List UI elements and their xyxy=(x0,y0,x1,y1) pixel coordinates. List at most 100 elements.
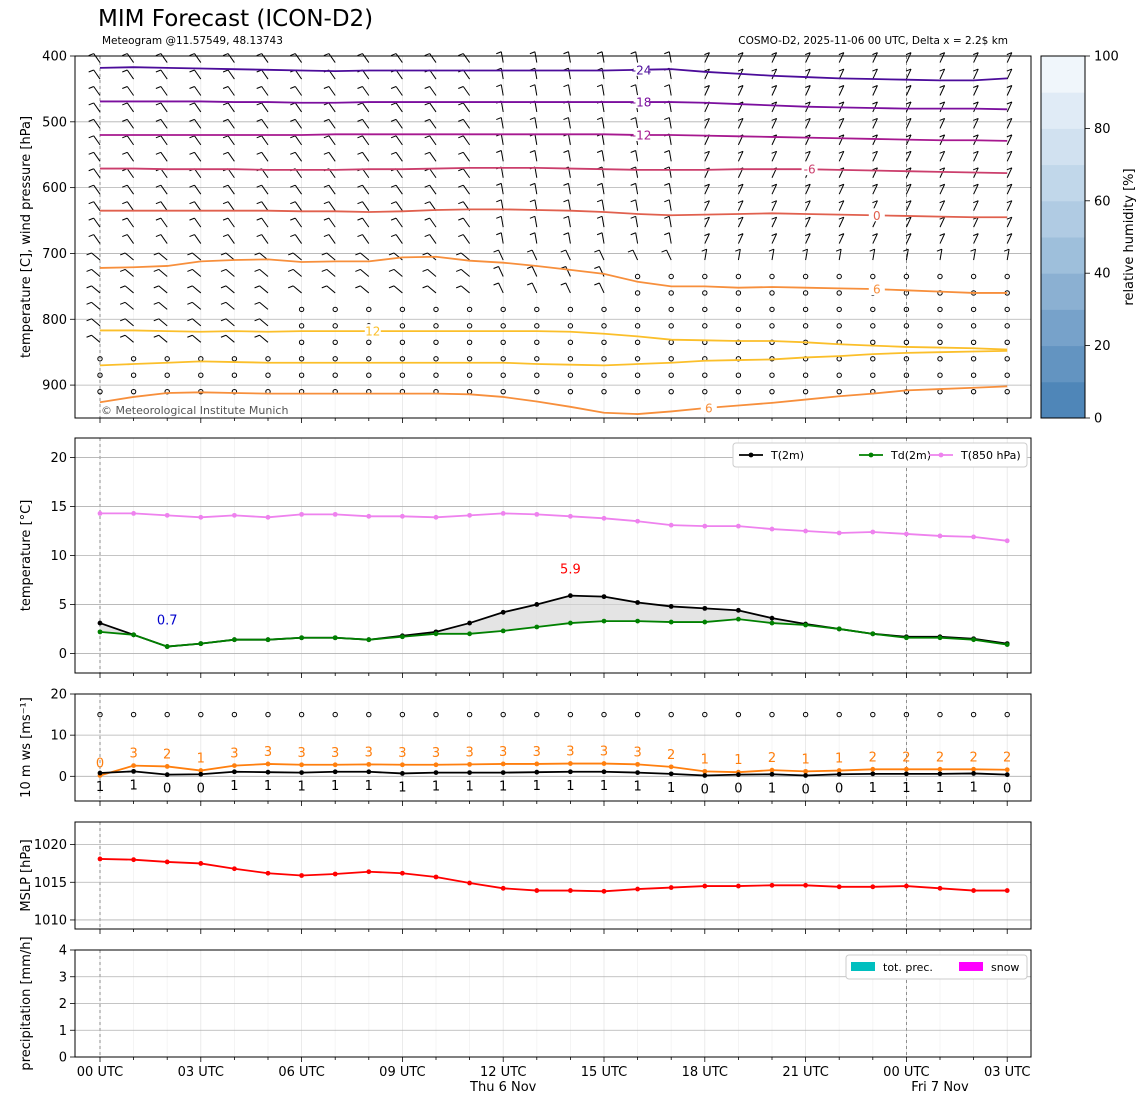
wind-barb xyxy=(259,334,269,343)
mslp-point xyxy=(803,882,808,888)
profile-ytick-label: 900 xyxy=(42,379,67,394)
wind-barb-flag xyxy=(872,167,878,171)
wind-barb-flag xyxy=(529,215,536,219)
wind-barb xyxy=(838,216,845,228)
wind-gust-point xyxy=(332,762,338,768)
wind-barb xyxy=(360,269,370,277)
wind-calm-marker xyxy=(769,372,775,378)
wind-barb-flag xyxy=(390,53,397,57)
wind-barb xyxy=(668,84,672,96)
wind-barb xyxy=(429,119,437,129)
wind-barb xyxy=(737,233,744,244)
wind-barb-flag xyxy=(220,334,227,338)
wind-barb-flag xyxy=(189,151,195,155)
wind-barb-flag xyxy=(939,52,945,56)
wind-calm-marker xyxy=(500,339,506,346)
wind-barb xyxy=(158,252,168,261)
wind-barb-flag xyxy=(88,217,94,221)
wind-barb-flag xyxy=(973,134,979,138)
x-tick-label: 21 UTC xyxy=(782,1065,828,1080)
wind-barb xyxy=(460,252,470,261)
wind-calm-marker xyxy=(298,372,305,378)
legend-entry: T(850 hPa) xyxy=(960,449,1021,462)
wind-barb-flag xyxy=(458,53,464,57)
wind-barb xyxy=(261,69,269,80)
precipitation-frame xyxy=(74,949,1032,1058)
mean-wind-value-label: 1 xyxy=(566,779,574,794)
series-t2m-point xyxy=(534,602,540,607)
wind-barb xyxy=(565,249,571,261)
series-td2m-point xyxy=(836,626,842,632)
wind-barb xyxy=(261,184,269,195)
wind-barb xyxy=(872,118,878,129)
wind-barb xyxy=(462,69,471,80)
wind-barb-flag xyxy=(496,182,502,186)
wind-barb xyxy=(939,118,946,129)
mslp-point xyxy=(265,870,271,876)
series-td2m-point xyxy=(198,641,204,647)
wind-mean-point xyxy=(668,771,674,777)
wind-barb xyxy=(93,217,101,228)
wind-barb-flag xyxy=(390,234,397,238)
wind-barb-flag xyxy=(594,282,600,286)
wind-barb xyxy=(124,269,134,277)
wind-barb xyxy=(259,318,269,327)
wind-calm-marker xyxy=(601,388,607,395)
wind-barb xyxy=(534,183,538,195)
wind-direction-calm xyxy=(534,711,540,718)
wind-barb xyxy=(160,168,168,179)
series-td2m-point xyxy=(904,635,909,641)
wind-barb-flag xyxy=(496,199,502,203)
wind-calm-marker xyxy=(433,356,439,362)
wind-calm-marker xyxy=(433,372,439,378)
wind-barb xyxy=(838,134,845,146)
wind-barb xyxy=(362,53,370,63)
wind-barb xyxy=(531,266,538,277)
wind-barb-flag xyxy=(357,184,363,188)
wind-barb xyxy=(872,233,878,244)
colorbar-band xyxy=(1041,381,1085,419)
mslp-ytick-label: 1020 xyxy=(34,838,67,853)
wind-barb-flag xyxy=(155,201,162,205)
wind-barb xyxy=(227,152,235,162)
wind-barb-flag xyxy=(155,234,162,238)
wind-barb xyxy=(261,201,269,211)
wind-barb xyxy=(160,135,168,146)
mslp-point xyxy=(332,871,338,877)
wind-barb-flag xyxy=(189,201,195,205)
wind-barb xyxy=(601,199,605,211)
wind-barb xyxy=(872,249,876,261)
wind-calm-marker xyxy=(298,356,305,362)
wind-barb xyxy=(427,285,437,294)
wind-calm-marker xyxy=(702,306,708,313)
wind-ytick-label: 20 xyxy=(50,688,67,703)
mslp-point xyxy=(937,885,943,891)
isotherm-label: -18 xyxy=(632,96,652,110)
wind-barb-flag xyxy=(256,201,262,205)
wind-barb xyxy=(194,69,202,80)
wind-barb-flag xyxy=(872,85,878,88)
wind-barb xyxy=(973,85,979,96)
wind-direction-calm xyxy=(198,711,204,718)
wind-barb-flag xyxy=(835,248,842,252)
wind-barb xyxy=(905,184,912,195)
wind-barb-flag xyxy=(222,102,229,106)
wind-barb-flag xyxy=(357,151,363,155)
wind-mean-point xyxy=(131,768,137,774)
wind-barb-flag xyxy=(771,68,777,72)
mslp-point xyxy=(971,888,976,893)
wind-barb xyxy=(1006,52,1013,63)
wind-calm-marker xyxy=(970,323,977,329)
wind-barb xyxy=(259,269,269,277)
wind-barb xyxy=(939,68,946,80)
wind-barb xyxy=(362,184,370,195)
wind-barb-flag xyxy=(222,69,229,73)
wind-calm-marker xyxy=(702,290,708,296)
wind-calm-marker xyxy=(668,356,674,362)
wind-barb xyxy=(1006,249,1010,261)
wind-barb-flag xyxy=(155,151,162,155)
wind-calm-marker xyxy=(534,388,540,395)
wind-barb xyxy=(905,200,912,211)
wind-calm-marker xyxy=(937,356,943,362)
mean-wind-value-label: 1 xyxy=(969,780,977,795)
